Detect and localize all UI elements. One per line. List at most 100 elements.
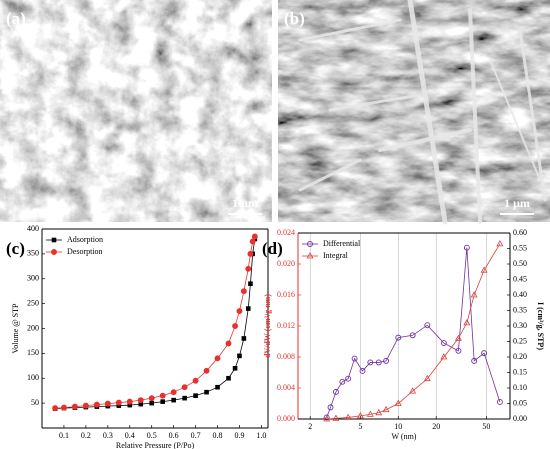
marker: [232, 323, 239, 329]
marker: [480, 266, 488, 273]
marker: [192, 377, 199, 384]
series-line: [55, 236, 256, 409]
y-tick-label: 150: [27, 348, 39, 357]
marker: [115, 399, 122, 406]
marker: [339, 378, 346, 385]
legend-label: Desorption: [67, 247, 103, 256]
x-tick-label: 50: [482, 422, 490, 431]
marker: [382, 405, 390, 413]
x-tick-label: 1.0: [256, 431, 266, 440]
marker: [193, 393, 198, 398]
x-axis-label: Relative Pressure (P/Po): [116, 441, 195, 449]
y-tick-label: 0.020: [277, 259, 295, 268]
marker: [471, 357, 478, 364]
y-axis-label: Volume @ STP: [11, 303, 20, 353]
y-tick-label: 0.016: [277, 290, 295, 299]
marker: [440, 340, 447, 346]
y-tick-label: 0.008: [277, 352, 295, 361]
y-tick-label: 300: [27, 274, 39, 283]
legend-label: Integral: [323, 251, 349, 260]
y2-axis-label: I (cm³/g, STP): [536, 302, 545, 350]
marker: [138, 401, 144, 407]
marker: [170, 389, 177, 396]
marker: [356, 412, 364, 419]
marker: [345, 375, 352, 382]
x-tick-label: 0.7: [191, 431, 201, 440]
panel-label: (c): [6, 239, 25, 258]
marker: [225, 340, 232, 347]
y-tick-label: 0.000: [277, 414, 295, 423]
x-tick-label: 2: [308, 422, 312, 431]
marker: [240, 288, 247, 295]
y2-tick-label: 0.55: [513, 243, 527, 252]
marker: [383, 357, 390, 364]
marker: [455, 347, 462, 354]
marker: [203, 367, 210, 374]
legend-marker: [306, 252, 314, 259]
marker: [375, 408, 383, 416]
sem-image-b: (b) 1 μm: [278, 0, 550, 225]
marker: [159, 392, 166, 399]
marker: [394, 399, 402, 406]
y-tick-label: 400: [27, 224, 39, 233]
marker: [245, 265, 252, 272]
y-tick-label: 50: [31, 398, 39, 407]
y2-tick-label: 0.60: [513, 228, 527, 237]
panel-label: (a): [6, 9, 26, 28]
y2-tick-label: 0.15: [513, 367, 527, 376]
marker: [137, 397, 144, 404]
marker: [395, 334, 402, 341]
scale-bar-label: 1 μm: [504, 196, 530, 210]
series-line: [326, 247, 501, 418]
marker: [214, 355, 221, 362]
marker: [60, 404, 67, 411]
marker: [344, 413, 352, 420]
series-line: [326, 243, 501, 420]
marker: [409, 332, 416, 339]
marker: [149, 400, 155, 406]
marker: [481, 350, 488, 357]
x-tick-label: 10: [394, 422, 402, 431]
marker: [181, 384, 188, 391]
y-tick-label: 100: [27, 373, 39, 382]
x-tick-label: 0.8: [213, 431, 223, 440]
legend-marker: [51, 237, 57, 243]
marker: [232, 366, 238, 371]
marker: [496, 399, 503, 405]
marker: [332, 414, 340, 421]
marker: [470, 291, 478, 298]
panel-label: (b): [284, 9, 305, 28]
x-tick-label: 0.9: [234, 431, 244, 440]
y2-tick-label: 0.00: [513, 414, 527, 423]
marker: [249, 238, 256, 245]
scale-bar-label: 1 μm: [232, 196, 258, 210]
marker: [245, 306, 251, 311]
y2-tick-label: 0.35: [513, 305, 527, 314]
marker: [226, 375, 231, 381]
y-tick-label: 200: [27, 323, 39, 332]
y-axis-label: dV/dW (cm³/g nm): [263, 294, 272, 358]
legend-marker: [51, 249, 57, 255]
x-tick-label: 5: [358, 422, 362, 431]
x-tick-label: 0.3: [103, 431, 113, 440]
marker: [454, 334, 462, 341]
x-tick-label: 20: [432, 422, 440, 431]
marker: [323, 414, 330, 421]
marker: [182, 395, 187, 401]
marker: [375, 359, 382, 366]
marker: [409, 387, 417, 394]
x-tick-label: 0.5: [147, 431, 157, 440]
x-tick-label: 0.4: [125, 431, 135, 440]
marker: [359, 368, 366, 374]
marker: [251, 233, 258, 240]
marker: [247, 250, 254, 257]
legend-label: Differential: [323, 239, 361, 248]
y-tick-label: 0.004: [277, 383, 295, 392]
marker: [204, 389, 209, 395]
marker: [237, 353, 242, 359]
marker: [160, 399, 165, 404]
y-tick-label: 0.024: [277, 228, 295, 237]
y-tick-label: 0.012: [277, 321, 295, 330]
marker: [104, 400, 111, 407]
marker: [215, 384, 220, 390]
